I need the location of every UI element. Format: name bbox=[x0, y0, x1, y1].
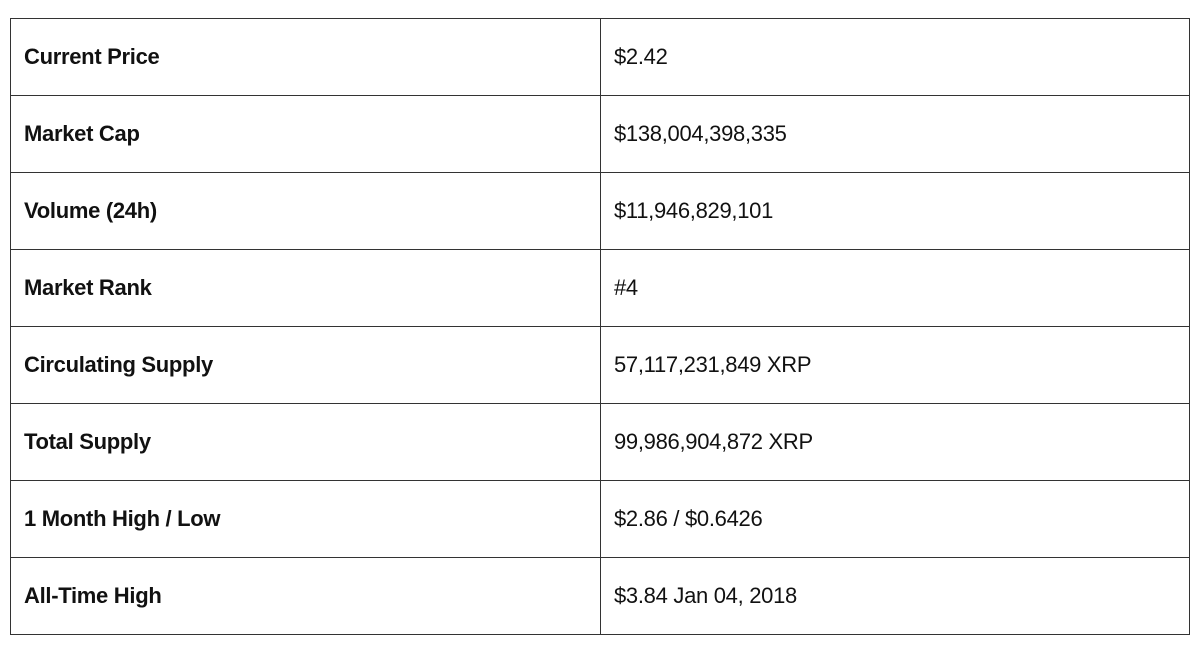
stats-table: Current Price $2.42 Market Cap $138,004,398… bbox=[10, 18, 1190, 635]
row-value: #4 bbox=[600, 249, 1190, 327]
table-row: Total Supply 99,986,904,872 XRP bbox=[10, 403, 1190, 481]
row-label: 1 Month High / Low bbox=[10, 480, 601, 558]
row-value: $2.42 bbox=[600, 18, 1190, 96]
row-label: Volume (24h) bbox=[10, 172, 601, 250]
row-label: Market Rank bbox=[10, 249, 601, 327]
table-row: 1 Month High / Low $2.86 / $0.6426 bbox=[10, 480, 1190, 558]
row-value: $2.86 / $0.6426 bbox=[600, 480, 1190, 558]
table-row: All-Time High $3.84 Jan 04, 2018 bbox=[10, 557, 1190, 635]
row-label: Circulating Supply bbox=[10, 326, 601, 404]
table-row: Market Cap $138,004,398,335 bbox=[10, 95, 1190, 173]
row-value: 99,986,904,872 XRP bbox=[600, 403, 1190, 481]
row-value: $138,004,398,335 bbox=[600, 95, 1190, 173]
row-label: Current Price bbox=[10, 18, 601, 96]
table-row: Volume (24h) $11,946,829,101 bbox=[10, 172, 1190, 250]
row-label: All-Time High bbox=[10, 557, 601, 635]
table-row: Market Rank #4 bbox=[10, 249, 1190, 327]
row-label: Market Cap bbox=[10, 95, 601, 173]
table-container: Current Price $2.42 Market Cap $138,004,398… bbox=[10, 18, 1190, 635]
table-row: Circulating Supply 57,117,231,849 XRP bbox=[10, 326, 1190, 404]
row-value: $3.84 Jan 04, 2018 bbox=[600, 557, 1190, 635]
table-row: Current Price $2.42 bbox=[10, 18, 1190, 96]
row-value: 57,117,231,849 XRP bbox=[600, 326, 1190, 404]
row-value: $11,946,829,101 bbox=[600, 172, 1190, 250]
row-label: Total Supply bbox=[10, 403, 601, 481]
